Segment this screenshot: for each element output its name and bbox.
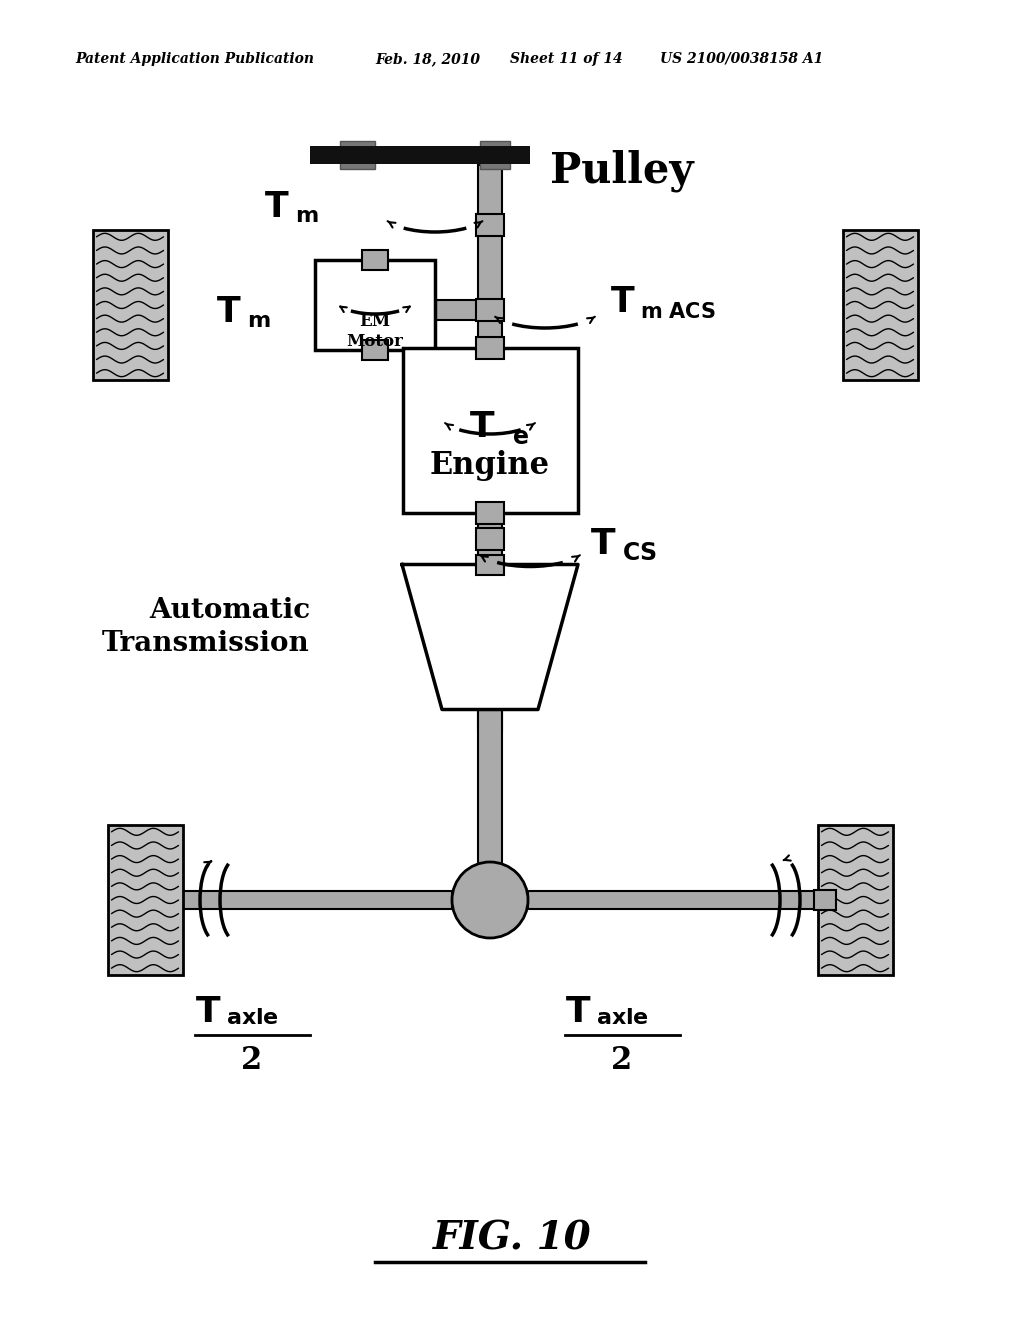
Text: $\mathbf{m\ ACS}$: $\mathbf{m\ ACS}$ — [640, 302, 716, 322]
Text: Engine: Engine — [430, 450, 550, 480]
FancyBboxPatch shape — [310, 147, 530, 164]
FancyBboxPatch shape — [478, 165, 502, 730]
FancyBboxPatch shape — [528, 891, 817, 909]
Text: Sheet 11 of 14: Sheet 11 of 14 — [510, 51, 623, 66]
FancyBboxPatch shape — [476, 502, 504, 524]
FancyBboxPatch shape — [402, 347, 578, 512]
FancyBboxPatch shape — [480, 141, 510, 169]
Text: $\mathbf{axle}$: $\mathbf{axle}$ — [226, 1007, 279, 1030]
Text: Patent Application Publication: Patent Application Publication — [75, 51, 314, 66]
FancyBboxPatch shape — [183, 891, 452, 909]
Text: $\mathbf{m}$: $\mathbf{m}$ — [295, 205, 318, 227]
Text: Automatic
Transmission: Automatic Transmission — [102, 597, 310, 657]
FancyBboxPatch shape — [92, 230, 168, 380]
Text: EM
Motor: EM Motor — [346, 313, 403, 350]
Polygon shape — [402, 565, 578, 710]
Text: $\mathbf{axle}$: $\mathbf{axle}$ — [596, 1007, 649, 1030]
FancyBboxPatch shape — [476, 214, 504, 236]
Text: $\mathbf{T}$: $\mathbf{T}$ — [565, 995, 592, 1030]
Text: $\mathbf{T}$: $\mathbf{T}$ — [195, 995, 221, 1030]
FancyBboxPatch shape — [315, 260, 435, 350]
FancyBboxPatch shape — [340, 141, 375, 169]
Text: $\mathbf{e}$: $\mathbf{e}$ — [512, 425, 528, 449]
Text: $\mathbf{T}$: $\mathbf{T}$ — [264, 190, 290, 224]
FancyBboxPatch shape — [817, 825, 893, 975]
FancyBboxPatch shape — [476, 300, 504, 321]
Text: $\mathbf{T}$: $\mathbf{T}$ — [590, 527, 616, 561]
FancyBboxPatch shape — [362, 249, 388, 271]
Text: $\mathbf{T}$: $\mathbf{T}$ — [469, 411, 496, 444]
FancyBboxPatch shape — [476, 528, 504, 549]
FancyBboxPatch shape — [478, 710, 502, 870]
Text: 2: 2 — [611, 1045, 633, 1076]
Text: Pulley: Pulley — [550, 150, 693, 193]
FancyBboxPatch shape — [476, 337, 504, 359]
FancyBboxPatch shape — [476, 554, 504, 574]
FancyBboxPatch shape — [843, 230, 918, 380]
FancyBboxPatch shape — [108, 825, 182, 975]
Text: $\mathbf{T}$: $\mathbf{T}$ — [216, 294, 242, 329]
FancyBboxPatch shape — [814, 890, 836, 909]
Text: $\mathbf{CS}$: $\mathbf{CS}$ — [622, 540, 656, 565]
Text: FIG. 10: FIG. 10 — [433, 1220, 591, 1258]
Text: 2: 2 — [242, 1045, 262, 1076]
FancyBboxPatch shape — [362, 341, 388, 360]
Text: $\mathbf{m}$: $\mathbf{m}$ — [247, 310, 270, 333]
Text: Feb. 18, 2010: Feb. 18, 2010 — [375, 51, 480, 66]
Text: US 2100/0038158 A1: US 2100/0038158 A1 — [660, 51, 823, 66]
Text: $\mathbf{T}$: $\mathbf{T}$ — [610, 285, 636, 319]
FancyBboxPatch shape — [435, 300, 478, 319]
Circle shape — [452, 862, 528, 939]
